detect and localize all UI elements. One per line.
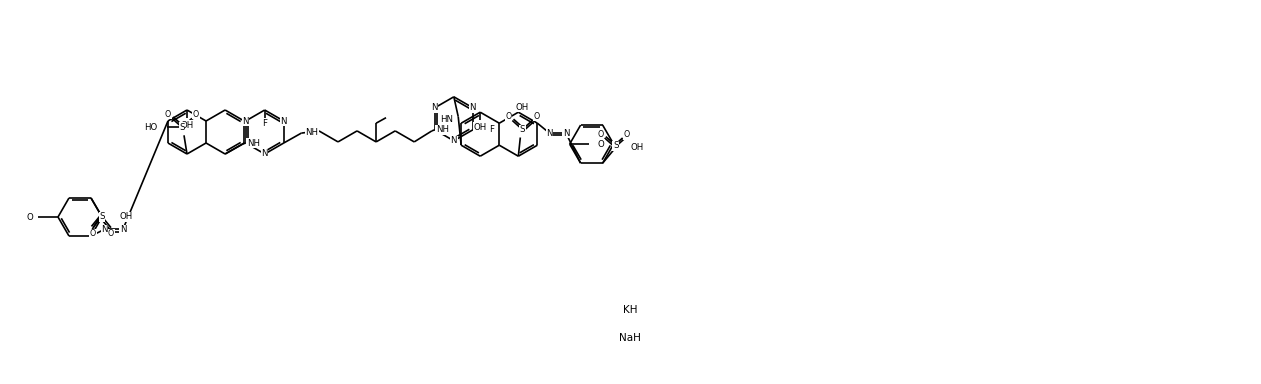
Text: NH: NH xyxy=(436,126,449,134)
Text: NaH: NaH xyxy=(619,333,641,343)
Text: O: O xyxy=(598,131,604,139)
Text: N: N xyxy=(450,136,456,145)
Text: NH: NH xyxy=(305,127,318,137)
Text: O: O xyxy=(26,212,34,222)
Text: N: N xyxy=(431,103,438,112)
Text: O: O xyxy=(623,131,629,139)
Text: O: O xyxy=(108,229,115,238)
Text: N: N xyxy=(261,149,267,159)
Text: S: S xyxy=(613,141,618,151)
Text: O: O xyxy=(533,112,540,121)
Text: OH: OH xyxy=(180,121,194,129)
Text: OH: OH xyxy=(119,212,132,221)
Text: N: N xyxy=(120,225,126,234)
Text: N: N xyxy=(562,129,569,137)
Text: N: N xyxy=(280,116,288,126)
Text: O: O xyxy=(598,140,604,149)
Text: N: N xyxy=(469,103,477,112)
Text: NH: NH xyxy=(247,139,260,147)
Text: S: S xyxy=(100,212,105,221)
Text: OH: OH xyxy=(630,144,644,152)
Text: HN: HN xyxy=(440,115,453,124)
Text: N: N xyxy=(101,225,107,234)
Text: HO: HO xyxy=(144,123,158,132)
Text: O: O xyxy=(165,110,171,119)
Text: F: F xyxy=(489,125,494,134)
Text: F: F xyxy=(262,119,267,129)
Text: N: N xyxy=(546,129,552,137)
Text: N: N xyxy=(242,116,248,126)
Text: S: S xyxy=(179,123,185,132)
Text: KH: KH xyxy=(623,305,637,315)
Text: S: S xyxy=(520,125,525,134)
Text: OH: OH xyxy=(474,123,487,132)
Text: O: O xyxy=(90,229,96,238)
Text: OH: OH xyxy=(516,103,528,112)
Text: O: O xyxy=(193,110,199,119)
Text: O: O xyxy=(506,112,512,121)
